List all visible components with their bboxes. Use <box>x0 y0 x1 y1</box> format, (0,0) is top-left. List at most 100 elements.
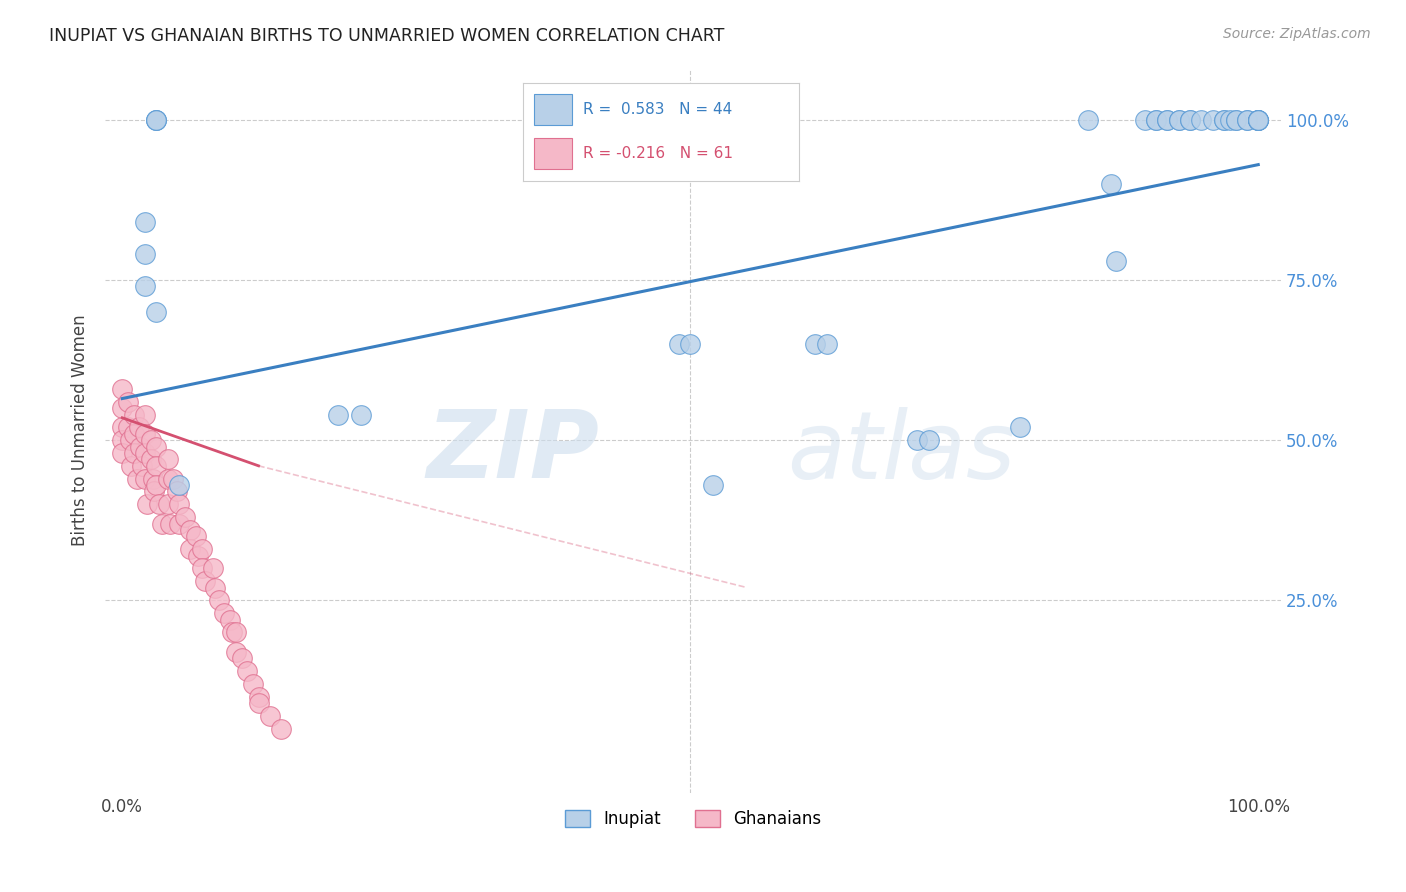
Point <box>162 472 184 486</box>
Point <box>326 408 349 422</box>
Point <box>1213 112 1236 127</box>
Point <box>145 478 167 492</box>
Legend: Inupiat, Ghanaians: Inupiat, Ghanaians <box>558 804 828 835</box>
Point <box>1225 112 1247 127</box>
Point <box>139 452 162 467</box>
Point <box>122 408 145 422</box>
Point <box>1236 112 1258 127</box>
Point <box>142 472 165 486</box>
Point <box>1099 177 1122 191</box>
Point <box>247 696 270 710</box>
Point <box>918 433 941 447</box>
Point <box>134 426 156 441</box>
Point <box>131 458 153 473</box>
Point <box>150 516 173 531</box>
Point <box>179 542 201 557</box>
Point <box>221 625 243 640</box>
Point <box>1247 112 1270 127</box>
Point <box>156 472 179 486</box>
Point <box>145 112 167 127</box>
Point <box>134 408 156 422</box>
Point <box>120 433 142 447</box>
Point <box>1247 112 1270 127</box>
Point <box>179 523 201 537</box>
Point <box>136 497 159 511</box>
Point <box>111 446 134 460</box>
Point <box>173 510 195 524</box>
Point <box>1247 112 1270 127</box>
Point <box>270 722 292 736</box>
Point <box>134 446 156 460</box>
Point <box>117 420 139 434</box>
Point <box>242 676 264 690</box>
Point <box>159 516 181 531</box>
Point <box>1225 112 1247 127</box>
Point <box>1213 112 1236 127</box>
Text: ZIP: ZIP <box>426 407 599 499</box>
Point <box>208 593 231 607</box>
Point <box>702 478 724 492</box>
Point <box>117 394 139 409</box>
Point <box>145 440 167 454</box>
Point <box>247 690 270 704</box>
Point <box>1191 112 1213 127</box>
Point <box>1167 112 1189 127</box>
Point <box>1156 112 1178 127</box>
Point <box>1167 112 1189 127</box>
Point <box>134 215 156 229</box>
Point <box>907 433 929 447</box>
Point <box>134 247 156 261</box>
Point <box>1219 112 1241 127</box>
Y-axis label: Births to Unmarried Women: Births to Unmarried Women <box>72 315 89 547</box>
Point <box>122 446 145 460</box>
Point <box>1156 112 1178 127</box>
Point <box>1008 420 1031 434</box>
Point <box>1247 112 1270 127</box>
Point <box>259 708 281 723</box>
Point <box>156 452 179 467</box>
Point <box>167 497 190 511</box>
Point <box>236 664 259 678</box>
Point <box>134 472 156 486</box>
Point <box>815 337 838 351</box>
Point <box>1144 112 1167 127</box>
Point <box>125 472 148 486</box>
Point <box>191 561 214 575</box>
Point <box>156 497 179 511</box>
Point <box>194 574 217 589</box>
Point <box>219 613 242 627</box>
Point <box>1144 112 1167 127</box>
Point <box>350 408 373 422</box>
Point <box>167 478 190 492</box>
Text: INUPIAT VS GHANAIAN BIRTHS TO UNMARRIED WOMEN CORRELATION CHART: INUPIAT VS GHANAIAN BIRTHS TO UNMARRIED … <box>49 27 724 45</box>
Point <box>139 433 162 447</box>
Point <box>122 426 145 441</box>
Point <box>187 549 209 563</box>
Point <box>225 645 247 659</box>
Point <box>191 542 214 557</box>
Point <box>128 420 150 434</box>
Point <box>1133 112 1156 127</box>
Point <box>167 516 190 531</box>
Point <box>145 112 167 127</box>
Point <box>668 337 690 351</box>
Text: Source: ZipAtlas.com: Source: ZipAtlas.com <box>1223 27 1371 41</box>
Point <box>111 433 134 447</box>
Point <box>804 337 827 351</box>
Point <box>111 401 134 416</box>
Point <box>166 484 188 499</box>
Point <box>231 651 253 665</box>
Point <box>184 529 207 543</box>
Point <box>202 561 225 575</box>
Point <box>225 625 247 640</box>
Point <box>1236 112 1258 127</box>
Point <box>1202 112 1225 127</box>
Point <box>214 606 236 620</box>
Point <box>111 382 134 396</box>
Point <box>1077 112 1099 127</box>
Text: atlas: atlas <box>787 407 1015 498</box>
Point <box>145 305 167 319</box>
Point <box>134 279 156 293</box>
Point <box>1105 253 1128 268</box>
Point <box>1178 112 1201 127</box>
